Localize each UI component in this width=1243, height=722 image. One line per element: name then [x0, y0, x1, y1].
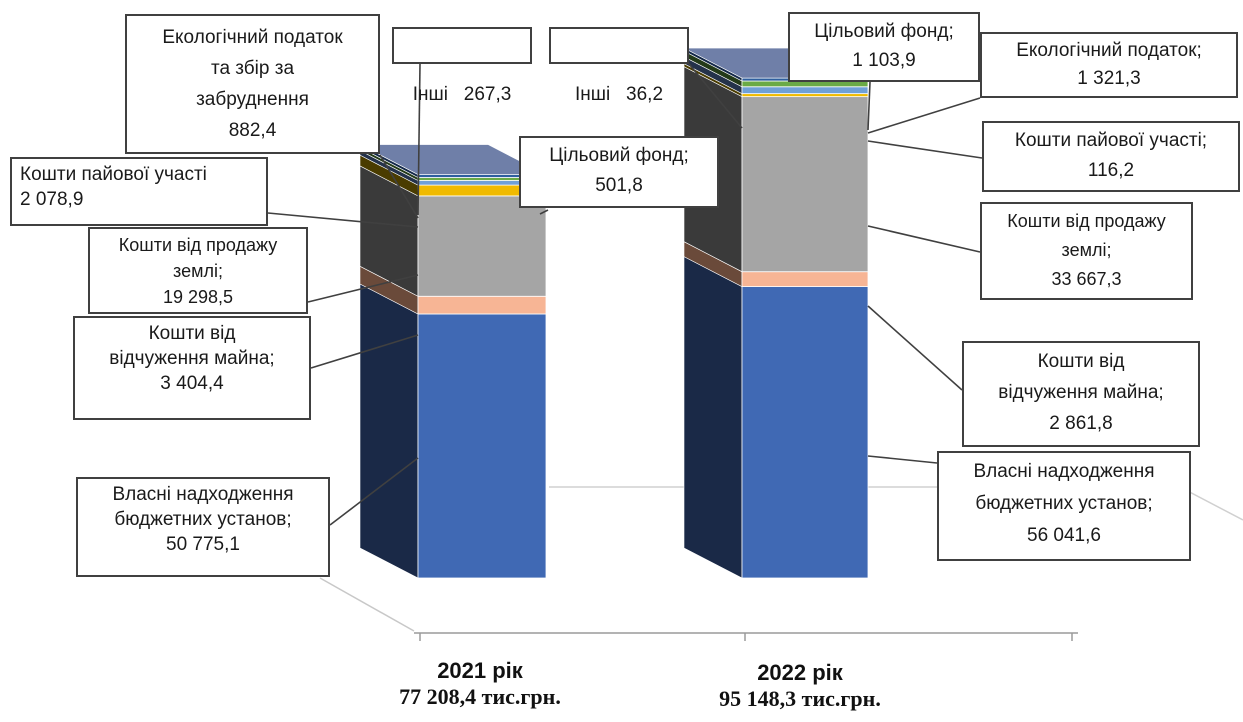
label-2021-zemli: Кошти від продажу землі; 19 298,5: [88, 227, 308, 314]
label-2021-payova: Кошти пайової участі 2 078,9: [10, 157, 268, 226]
bar-side-0-0: [359, 283, 419, 579]
label-2021-eko: Екологічний податок та збір за забруднення…: [125, 14, 380, 154]
leader-line-10: [867, 140, 983, 159]
category-label-2022: 2022 рік 95 148,3 тис.грн.: [660, 660, 940, 712]
bar-segment-2021 рік-1: [417, 295, 547, 315]
leader-line-2: [307, 274, 419, 303]
category-label-2021: 2021 рік 77 208,4 тис.грн.: [340, 658, 620, 710]
leader-line-1: [310, 334, 419, 369]
leader-line-13: [867, 455, 938, 464]
leader-line-4: [379, 154, 419, 219]
leader-line-12: [867, 305, 963, 391]
bar-segment-2022 рік-0: [741, 286, 869, 579]
label-2022-inshi: Інші 36,2: [549, 27, 689, 105]
leader-line-0: [329, 457, 419, 526]
leader-line-11: [867, 225, 981, 253]
bar-segment-2022 рік-3: [741, 93, 869, 98]
leader-lines: [267, 63, 983, 526]
floor-left-edge: [319, 577, 415, 632]
bar-segment-2021 рік-2: [417, 195, 547, 297]
label-2022-cilovyi: Цільовий фонд; 1 103,9: [788, 12, 980, 82]
leader-line-8: [867, 81, 871, 131]
bar-segment-2022 рік-2: [741, 96, 869, 273]
bars: [359, 47, 869, 579]
leader-line-5: [417, 63, 421, 216]
label-2022-zemli: Кошти від продажу землі; 33 667,3: [980, 202, 1193, 300]
bar-segment-2022 рік-4: [741, 86, 869, 95]
label-2022-vidchuzhennia: Кошти від відчуження майна; 2 861,8: [962, 341, 1200, 447]
label-2021-inshi: Інші 267,3: [392, 27, 532, 105]
leader-line-6: [539, 209, 549, 215]
label-2021-cilovyi: Цільовий фонд; 501,8: [519, 136, 719, 208]
leader-line-9: [867, 97, 981, 134]
category-total-2022: 95 148,3 тис.грн.: [719, 686, 881, 711]
category-year-2021: 2021 рік: [437, 658, 523, 683]
bar-segment-2022 рік-1: [741, 271, 869, 287]
category-year-2022: 2022 рік: [757, 660, 843, 685]
leader-line-7: [688, 63, 743, 129]
label-2022-eko: Екологічний податок; 1 321,3: [980, 32, 1238, 98]
bar-segment-2021 рік-0: [417, 313, 547, 579]
label-2022-payova: Кошти пайової участі; 116,2: [982, 121, 1240, 192]
label-2021-vlasni: Власні надходження бюджетних установ; 50 7…: [76, 477, 330, 577]
leader-line-3: [267, 212, 419, 228]
bar-side-1-0: [683, 256, 743, 579]
label-2021-vidchuzhennia: Кошти від відчуження майна; 3 404,4: [73, 316, 311, 420]
label-2022-vlasni: Власні надходження бюджетних установ; 56 0…: [937, 451, 1191, 561]
bar-top-0: [359, 144, 547, 175]
category-total-2021: 77 208,4 тис.грн.: [399, 684, 561, 709]
